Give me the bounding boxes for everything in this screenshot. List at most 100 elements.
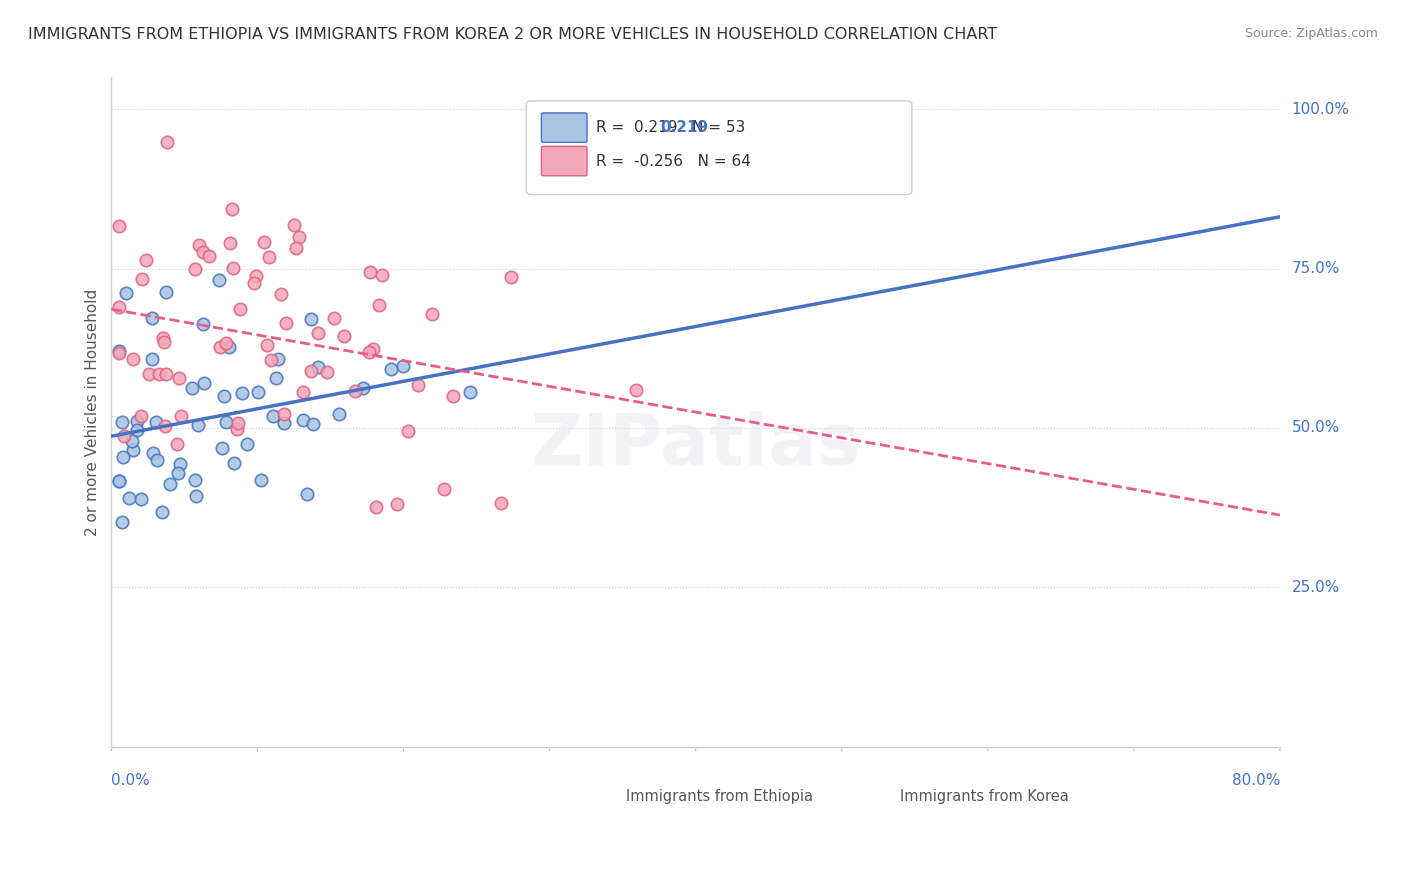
- Point: [148, 367, 170, 381]
- Point: [167, 371, 190, 385]
- Point: [188, 238, 211, 252]
- Point: [153, 419, 176, 434]
- Point: [307, 326, 329, 340]
- Point: [169, 458, 191, 472]
- Text: ZIPatlas: ZIPatlas: [530, 411, 860, 480]
- Point: [256, 338, 278, 352]
- Point: [221, 202, 243, 216]
- Point: [301, 417, 323, 431]
- Point: [135, 252, 157, 267]
- Point: [215, 336, 238, 351]
- Point: [273, 407, 295, 421]
- Point: [191, 317, 214, 331]
- FancyBboxPatch shape: [588, 782, 621, 808]
- FancyBboxPatch shape: [856, 782, 891, 808]
- Point: [129, 409, 152, 423]
- Point: [111, 515, 134, 529]
- Point: [257, 251, 280, 265]
- Text: 100.0%: 100.0%: [1292, 102, 1350, 117]
- Point: [385, 497, 408, 511]
- Point: [253, 235, 276, 249]
- Point: [288, 230, 311, 244]
- Point: [352, 381, 374, 395]
- Point: [184, 490, 207, 504]
- Point: [364, 500, 387, 514]
- Point: [211, 442, 233, 456]
- Point: [328, 408, 350, 422]
- Point: [243, 276, 266, 290]
- Point: [107, 474, 129, 488]
- Point: [111, 415, 134, 429]
- Point: [131, 272, 153, 286]
- Text: 0.0%: 0.0%: [111, 773, 150, 789]
- Point: [361, 342, 384, 356]
- Point: [187, 417, 209, 432]
- Point: [219, 236, 242, 251]
- Point: [193, 376, 215, 391]
- Point: [181, 381, 204, 395]
- Point: [246, 385, 269, 400]
- Point: [380, 362, 402, 376]
- Point: [112, 429, 135, 443]
- Point: [111, 450, 134, 464]
- Point: [193, 244, 215, 259]
- Point: [122, 351, 145, 366]
- Point: [283, 218, 305, 232]
- Point: [433, 482, 456, 496]
- Point: [344, 384, 367, 398]
- Point: [273, 416, 295, 430]
- Point: [150, 505, 173, 519]
- Point: [122, 443, 145, 458]
- Point: [170, 409, 193, 424]
- Point: [127, 413, 149, 427]
- Point: [322, 311, 344, 326]
- Point: [114, 285, 136, 300]
- Text: 0.219: 0.219: [661, 120, 709, 135]
- Point: [235, 436, 257, 450]
- Point: [370, 268, 392, 282]
- Point: [118, 491, 141, 505]
- Point: [142, 446, 165, 460]
- Point: [270, 287, 292, 301]
- Point: [121, 434, 143, 448]
- Point: [295, 487, 318, 501]
- Point: [307, 360, 329, 375]
- Point: [458, 385, 481, 400]
- Point: [127, 423, 149, 437]
- Point: [155, 285, 177, 300]
- Point: [212, 388, 235, 402]
- Point: [215, 416, 238, 430]
- Point: [368, 298, 391, 312]
- Point: [624, 383, 647, 397]
- Point: [156, 135, 179, 149]
- Point: [184, 473, 207, 487]
- Point: [167, 467, 190, 481]
- FancyBboxPatch shape: [526, 101, 912, 194]
- Text: IMMIGRANTS FROM ETHIOPIA VS IMMIGRANTS FROM KOREA 2 OR MORE VEHICLES IN HOUSEHOL: IMMIGRANTS FROM ETHIOPIA VS IMMIGRANTS F…: [28, 27, 997, 42]
- Point: [152, 331, 174, 345]
- Point: [208, 341, 231, 355]
- Point: [218, 340, 240, 354]
- Point: [152, 335, 174, 350]
- Point: [420, 307, 443, 321]
- Text: Immigrants from Korea: Immigrants from Korea: [900, 789, 1069, 805]
- Point: [267, 352, 290, 367]
- Point: [396, 424, 419, 438]
- Point: [141, 351, 163, 366]
- Point: [225, 422, 247, 436]
- Point: [146, 453, 169, 467]
- Point: [166, 436, 188, 450]
- Point: [231, 386, 253, 401]
- Point: [228, 302, 250, 317]
- Point: [359, 265, 381, 279]
- Point: [489, 496, 512, 510]
- Point: [222, 260, 245, 275]
- Point: [184, 262, 207, 277]
- Point: [159, 476, 181, 491]
- Point: [107, 475, 129, 489]
- Text: R =  -0.256   N = 64: R = -0.256 N = 64: [596, 153, 751, 169]
- Point: [262, 409, 284, 423]
- Point: [264, 371, 287, 385]
- Point: [107, 343, 129, 358]
- Point: [141, 311, 163, 326]
